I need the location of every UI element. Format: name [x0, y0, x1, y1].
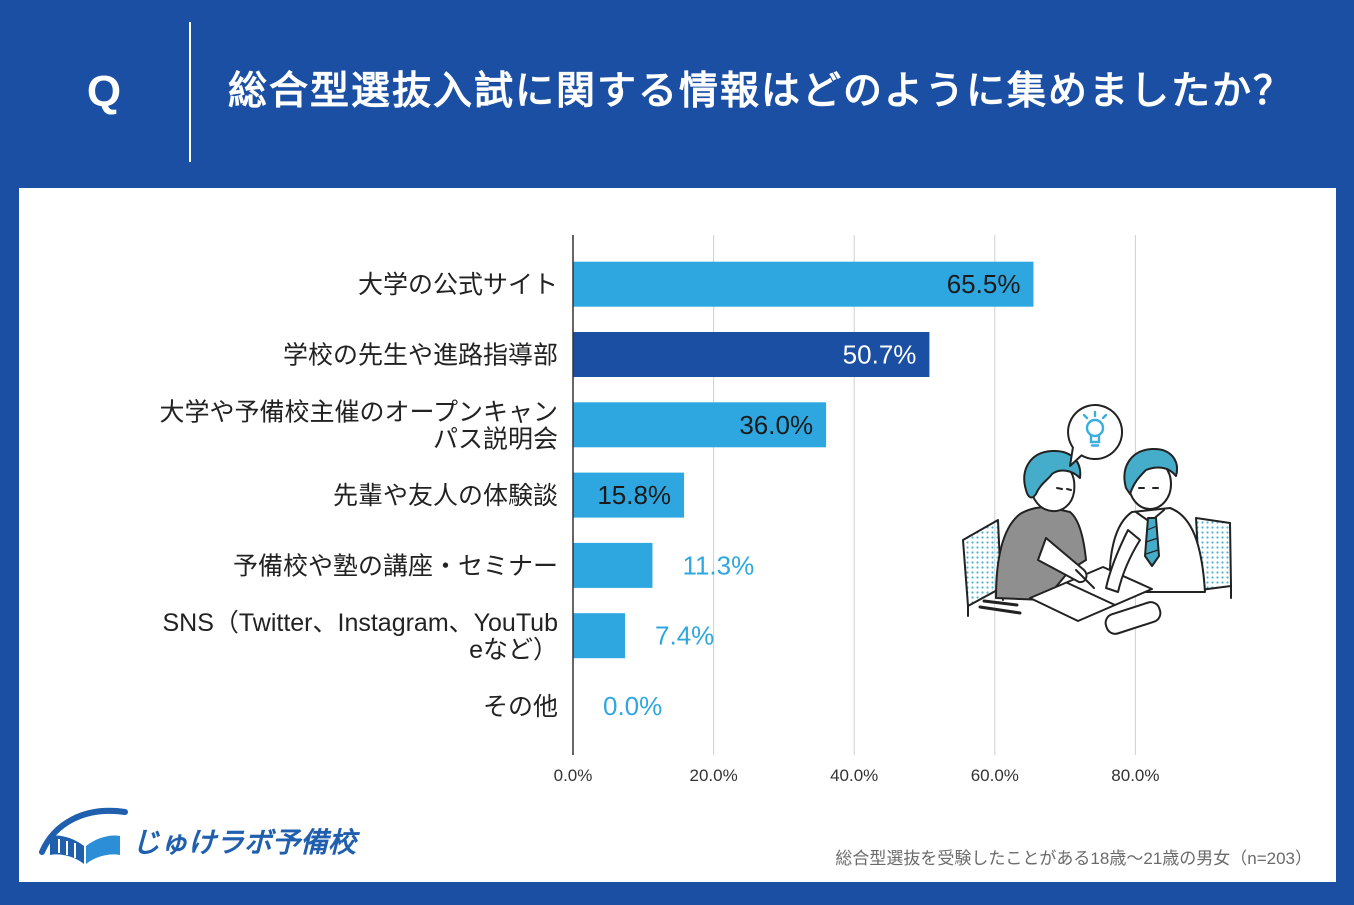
header-divider: [189, 22, 191, 162]
question-label: Q: [86, 67, 122, 116]
question-title: 総合型選抜入試に関する情報はどのように集めましたか？: [228, 69, 1295, 114]
chart-panel: [19, 188, 1336, 882]
